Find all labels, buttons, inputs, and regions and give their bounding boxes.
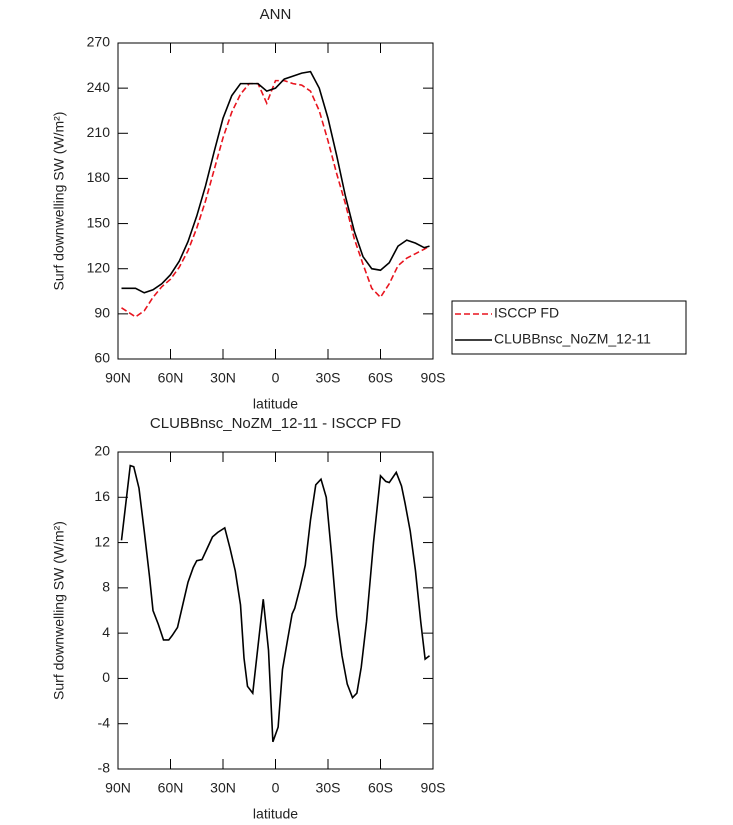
y-tick-label: 240 [87, 79, 111, 95]
legend-label: CLUBBnsc_NoZM_12-11 [494, 331, 651, 347]
x-tick-label: 90S [421, 370, 446, 386]
plot-frame [117, 42, 434, 360]
y-tick-label: 16 [94, 488, 110, 504]
data-line [121, 79, 430, 318]
data-line [120, 464, 430, 743]
y-axis-label: Surf downwelling SW (W/m²) [51, 521, 67, 700]
x-tick-label: 60S [368, 780, 393, 796]
x-tick-label: 90N [105, 370, 131, 386]
x-tick-label: 0 [272, 780, 280, 796]
y-tick-label: 0 [102, 669, 110, 685]
y-tick-label: 150 [87, 214, 111, 230]
x-tick-label: 60N [158, 780, 184, 796]
plot-frame [117, 451, 434, 770]
x-axis-label: latitude [253, 396, 298, 412]
x-tick-label: 30N [210, 780, 236, 796]
x-axis-label: latitude [253, 806, 298, 822]
y-tick-label: -4 [98, 714, 111, 730]
data-line [121, 70, 430, 294]
y-tick-label: -8 [98, 760, 111, 776]
y-tick-label: 20 [94, 443, 110, 459]
x-tick-label: 30S [316, 780, 341, 796]
x-tick-label: 0 [272, 370, 280, 386]
chart-title: ANN [260, 6, 292, 23]
legend-box [451, 300, 687, 355]
x-tick-label: 30N [210, 370, 236, 386]
x-tick-label: 60N [158, 370, 184, 386]
legend-label: ISCCP FD [494, 305, 559, 321]
y-tick-label: 120 [87, 259, 111, 275]
y-tick-label: 4 [102, 624, 110, 640]
y-tick-label: 8 [102, 579, 110, 595]
y-tick-label: 12 [94, 533, 110, 549]
y-tick-label: 60 [94, 350, 110, 366]
chart-title: CLUBBnsc_NoZM_12-11 - ISCCP FD [150, 415, 401, 432]
x-tick-label: 30S [316, 370, 341, 386]
y-tick-label: 180 [87, 169, 111, 185]
x-tick-label: 60S [368, 370, 393, 386]
y-axis-label: Surf downwelling SW (W/m²) [51, 112, 67, 291]
x-tick-label: 90N [105, 780, 131, 796]
x-tick-label: 90S [421, 780, 446, 796]
y-tick-label: 90 [94, 305, 110, 321]
y-tick-label: 270 [87, 34, 111, 50]
y-tick-label: 210 [87, 124, 111, 140]
